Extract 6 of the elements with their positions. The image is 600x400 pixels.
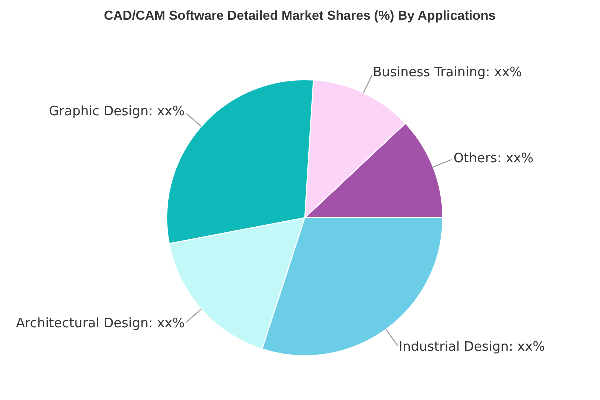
slice-label: Others: xx% <box>454 152 534 167</box>
slice-label: Architectural Design: xx% <box>16 316 185 332</box>
chart-title: CAD/CAM Software Detailed Market Shares (%) By Applications <box>103 8 497 23</box>
slice-label: Industrial Design: xx% <box>399 340 546 355</box>
slice-label: Business Training: xx% <box>373 66 522 81</box>
slice-label: Graphic Design: xx% <box>49 104 185 120</box>
